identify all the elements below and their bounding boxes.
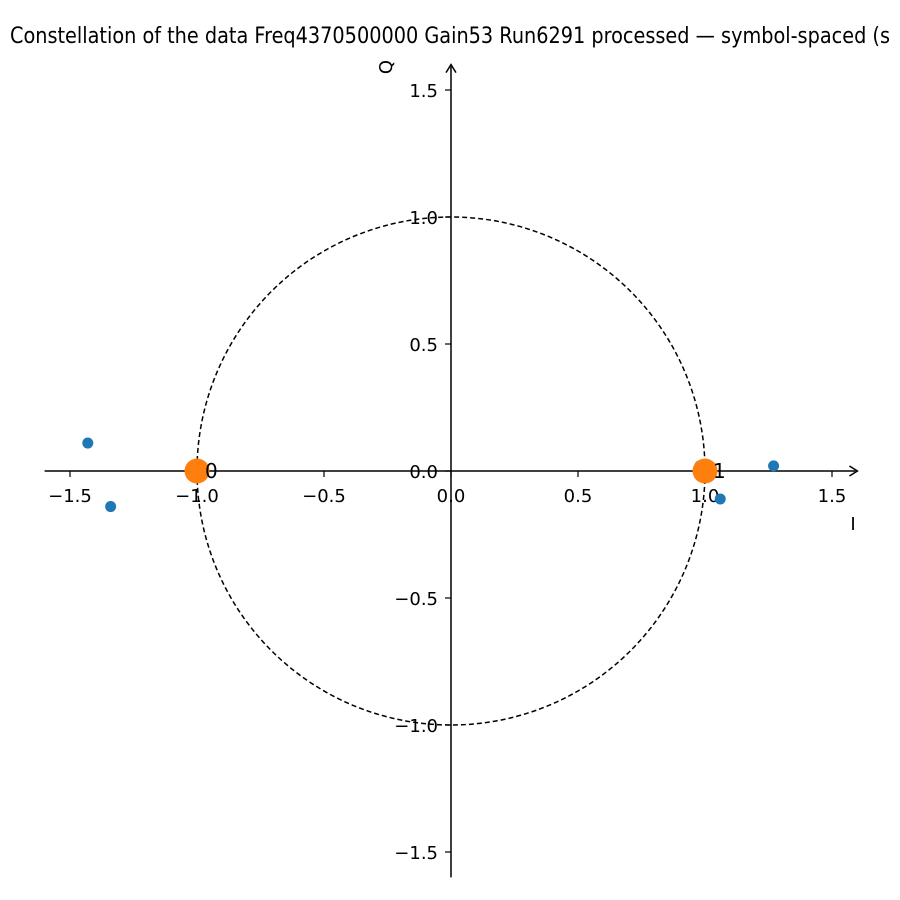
y-tick-label: 1.5 <box>409 81 438 102</box>
x-tick-label: −1.5 <box>48 486 92 507</box>
reference-point-label: 1 <box>713 459 726 483</box>
data-point <box>82 437 94 449</box>
y-tick-label: −0.5 <box>394 589 438 610</box>
y-axis-label: Q <box>376 60 397 74</box>
x-tick-label: −0.5 <box>302 486 346 507</box>
x-tick-label: 1.0 <box>691 486 720 507</box>
x-axis-arrow <box>849 465 859 477</box>
data-point <box>714 493 726 505</box>
reference-point <box>184 458 210 484</box>
x-tick-label: 1.5 <box>818 486 847 507</box>
y-tick-label: −1.0 <box>394 716 438 737</box>
data-point <box>768 460 780 472</box>
y-tick-label: 0.0 <box>409 462 438 483</box>
y-tick-label: 0.5 <box>409 335 438 356</box>
reference-point <box>692 458 718 484</box>
x-axis-label: I <box>850 514 855 535</box>
y-tick-label: 1.0 <box>409 208 438 229</box>
x-tick-label: −1.0 <box>175 486 219 507</box>
x-tick-label: 0.0 <box>437 486 466 507</box>
y-tick-label: −1.5 <box>394 843 438 864</box>
y-axis-arrow <box>445 63 457 73</box>
x-tick-label: 0.5 <box>564 486 593 507</box>
data-point <box>105 501 117 513</box>
chart-title: Constellation of the data Freq4370500000… <box>10 24 890 49</box>
reference-point-label: 0 <box>205 459 218 483</box>
